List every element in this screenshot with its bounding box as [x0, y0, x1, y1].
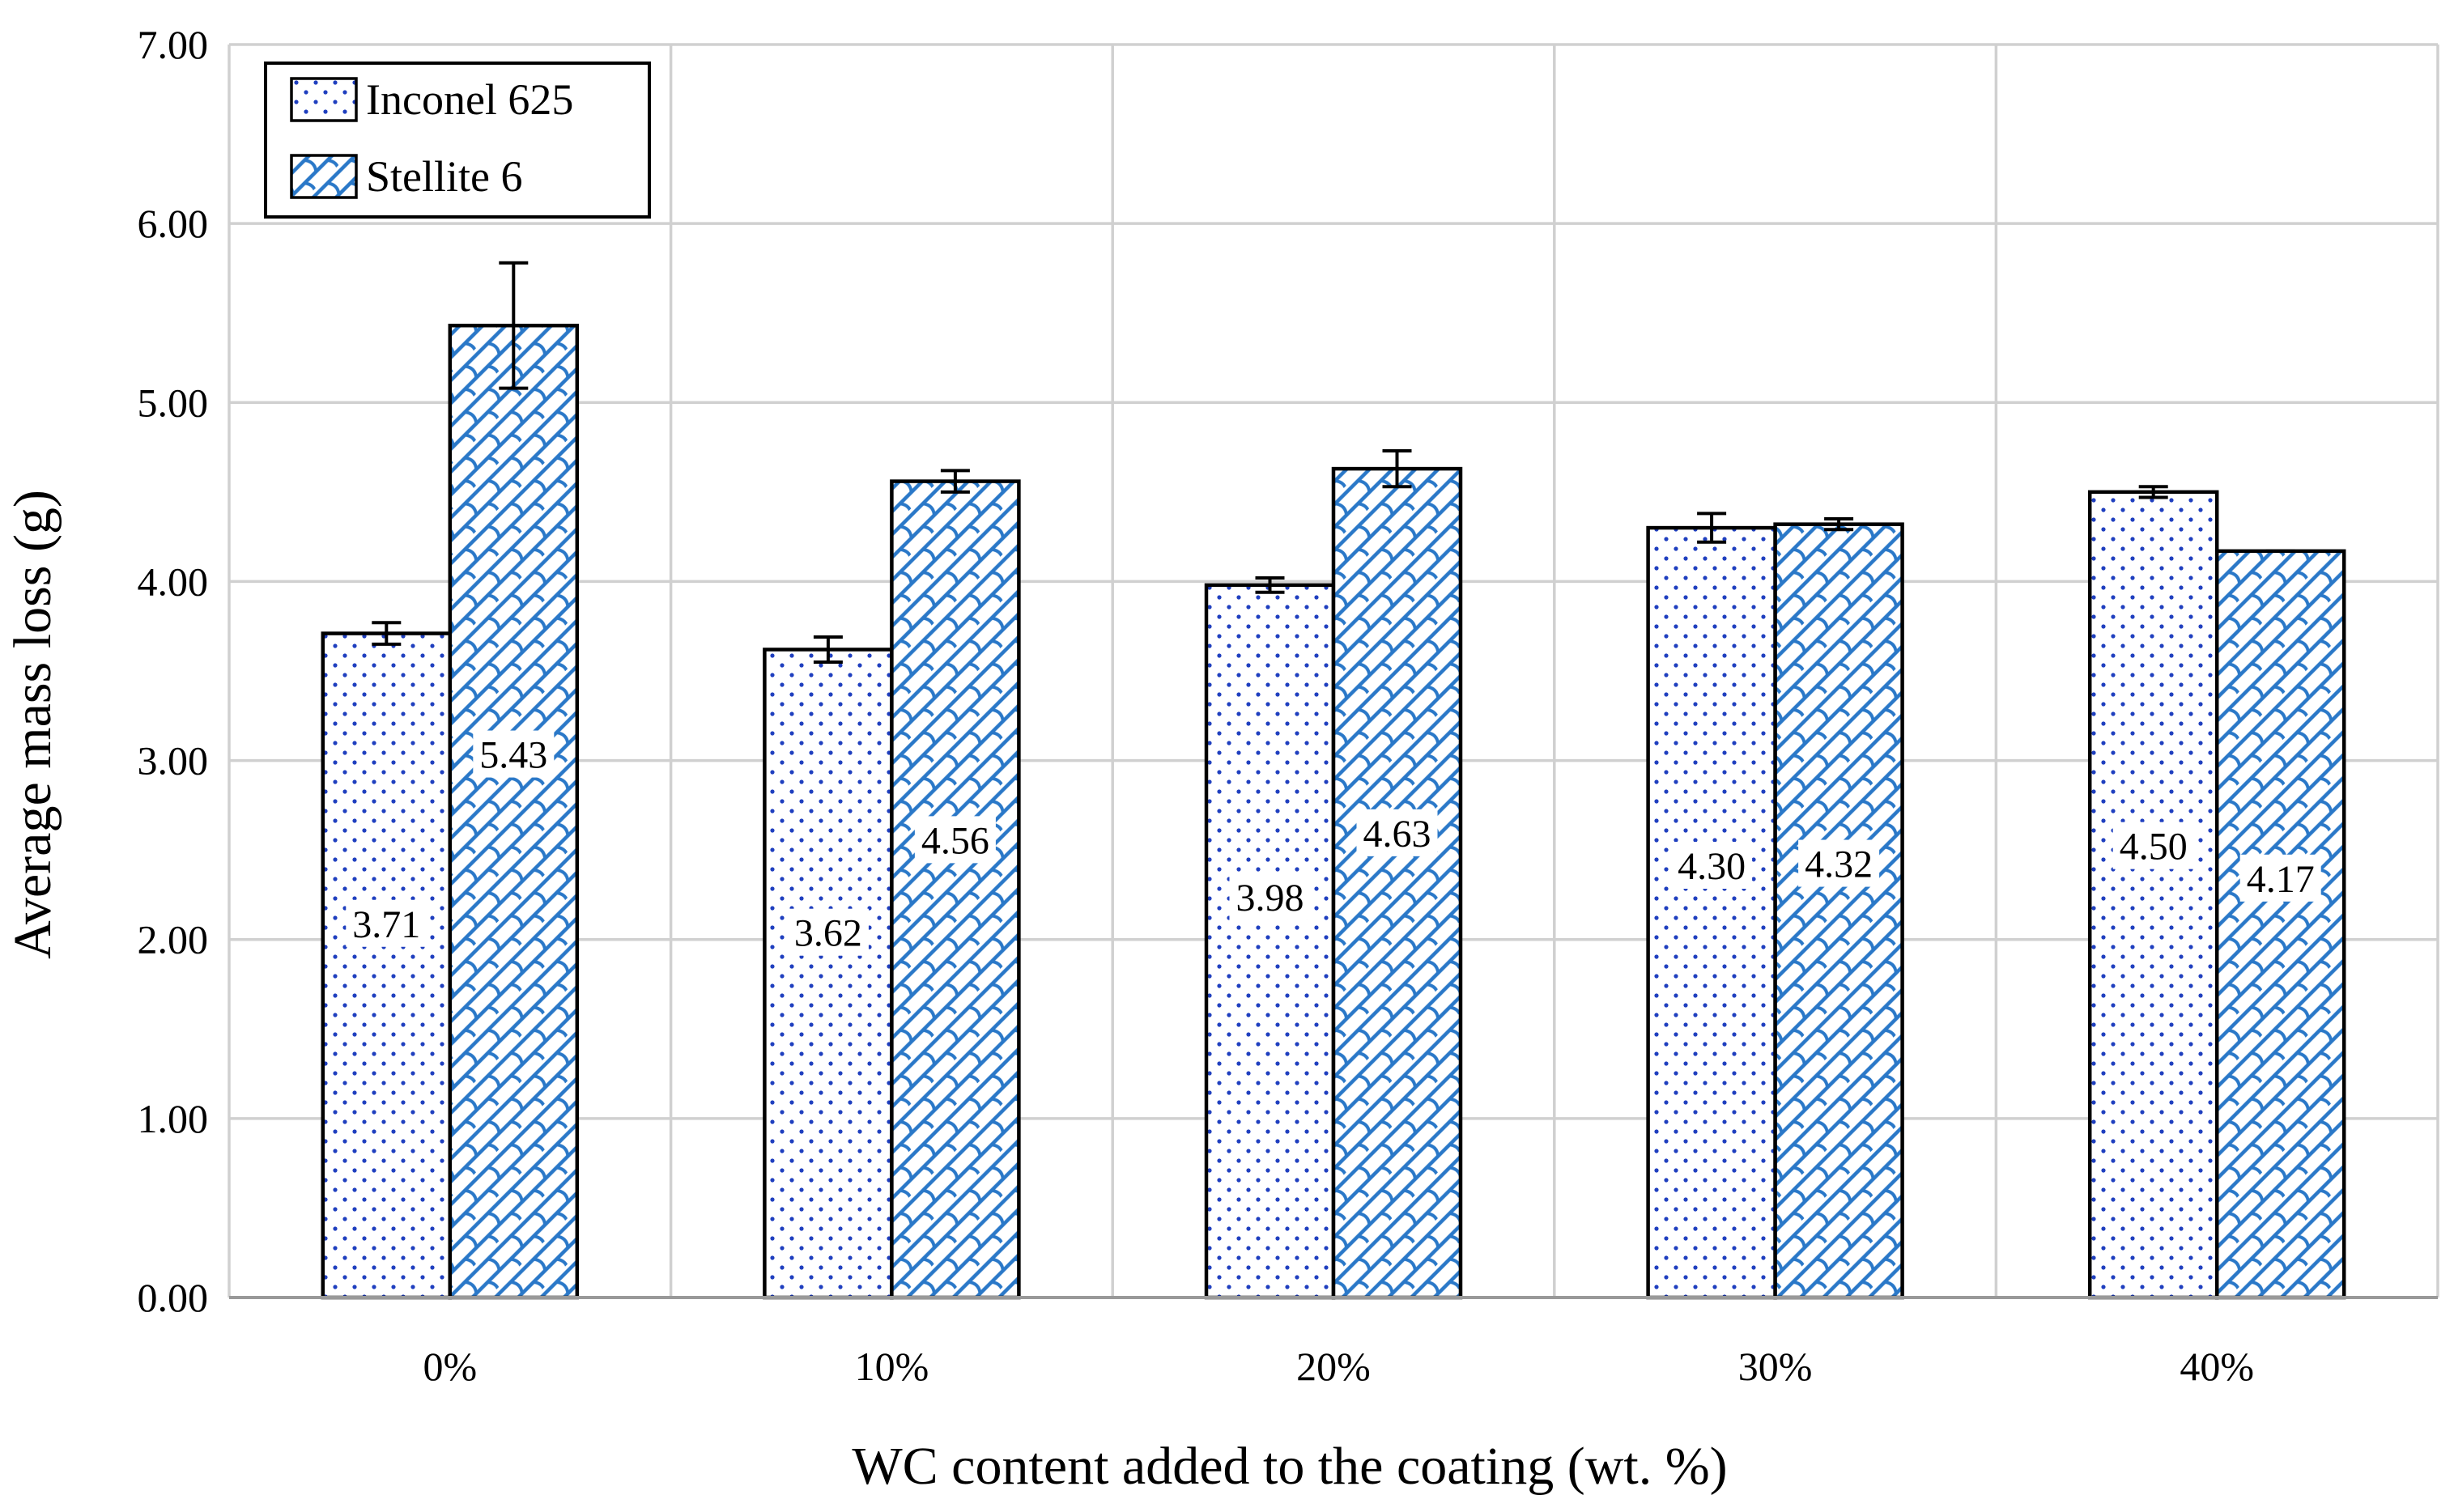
data-label-inconel-625-4: 4.50 — [2120, 826, 2188, 869]
data-label-stellite-6-4: 4.17 — [2247, 858, 2315, 901]
data-label-bg — [1229, 873, 1311, 920]
legend-swatch-inconel-625 — [290, 77, 358, 122]
bar-inconel-625-1 — [763, 648, 894, 1300]
data-label-bg — [473, 730, 555, 778]
bar-stellite-6-0 — [448, 323, 580, 1300]
bar-inconel-625-0 — [321, 631, 453, 1300]
data-label-stellite-6-2: 4.63 — [1363, 813, 1431, 856]
x-tick-label: 0% — [423, 1344, 477, 1389]
x-tick-label: 30% — [1738, 1344, 1813, 1389]
data-label-bg — [1671, 841, 1753, 889]
data-label-inconel-625-0: 3.71 — [352, 903, 420, 946]
y-tick-label: 4.00 — [138, 559, 209, 604]
x-tick-label: 20% — [1296, 1344, 1371, 1389]
y-tick-label: 1.00 — [138, 1096, 209, 1141]
legend: Inconel 625 Stellite 6 — [264, 62, 651, 219]
y-axis-title: Average mass loss (g) — [3, 490, 62, 959]
bar-stellite-6-3 — [1773, 522, 1904, 1300]
data-label-bg — [914, 816, 996, 864]
data-label-bg — [2239, 854, 2321, 902]
data-label-bg — [1798, 839, 1880, 887]
data-label-bg — [1356, 809, 1438, 856]
gridlines — [228, 43, 2439, 1298]
x-tick-label: 40% — [2180, 1344, 2254, 1389]
data-label-stellite-6-3: 4.32 — [1805, 843, 1873, 886]
y-tick-label: 2.00 — [138, 917, 209, 962]
data-label-bg — [346, 899, 427, 947]
y-tick-label: 0.00 — [138, 1275, 209, 1320]
data-label-inconel-625-1: 3.62 — [794, 912, 862, 955]
x-axis-title: WC content added to the coating (wt. %) — [852, 1437, 1727, 1496]
bar-inconel-625-4 — [2087, 490, 2219, 1300]
legend-label-stellite-6: Stellite 6 — [366, 152, 522, 201]
data-label-bg — [787, 908, 869, 956]
data-label-stellite-6-1: 4.56 — [921, 819, 989, 862]
bar-inconel-625-2 — [1204, 583, 1336, 1300]
axes-group: 0.00 1.00 2.00 3.00 4.00 5.00 6.00 7.00 0% 10% 20%… — [138, 22, 2438, 1389]
y-tick-label: 3.00 — [138, 738, 209, 784]
data-labels-group: 3.71 5.43 3.62 4.56 3.98 4.63 4.30 4.32 4.50 4.17 — [346, 730, 2321, 956]
bars-group — [321, 323, 2346, 1300]
error-bars-group — [372, 261, 2295, 664]
bar-stellite-6-2 — [1331, 466, 1463, 1300]
legend-swatch-stellite-6 — [290, 154, 358, 199]
y-tick-label: 7.00 — [138, 22, 209, 67]
data-label-stellite-6-0: 5.43 — [479, 734, 547, 777]
bar-stellite-6-4 — [2214, 549, 2346, 1300]
x-tick-label: 10% — [855, 1344, 929, 1389]
bar-stellite-6-1 — [890, 479, 1021, 1300]
data-label-bg — [2112, 822, 2194, 869]
y-tick-label: 5.00 — [138, 380, 209, 425]
bar-inconel-625-3 — [1646, 525, 1777, 1300]
data-label-inconel-625-3: 4.30 — [1678, 845, 1746, 888]
data-label-inconel-625-2: 3.98 — [1236, 877, 1304, 920]
y-tick-label: 6.00 — [138, 201, 209, 246]
legend-label-inconel-625: Inconel 625 — [366, 75, 573, 124]
